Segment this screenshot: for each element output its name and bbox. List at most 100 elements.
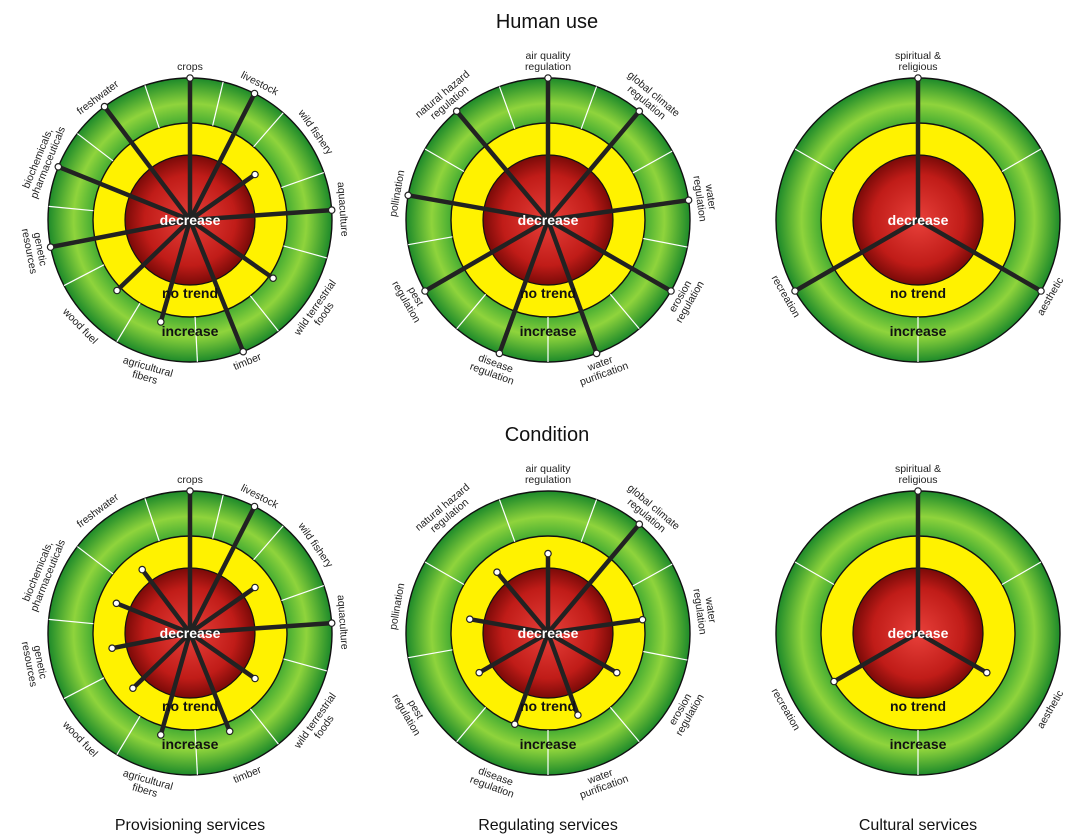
trend-marker-freshwater — [100, 102, 109, 111]
sector-divider — [253, 112, 284, 148]
trend-marker-agricultural-fibers — [157, 318, 165, 326]
sector-divider — [632, 563, 673, 587]
radial-chart-human-use-cultural-services: spiritual & religiousaestheticrecreationd… — [769, 50, 1066, 363]
trend-marker-wood-fuel — [113, 286, 121, 295]
service-label-genetic-resources: geneticresources — [19, 638, 50, 688]
trend-marker-livestock — [250, 89, 259, 98]
sector-divider — [116, 302, 141, 343]
trend-bar-recreation — [793, 218, 920, 293]
sector-divider — [249, 708, 279, 745]
trend-marker-global-climate-regulation — [635, 107, 644, 116]
zone-label-decrease: decrease — [888, 625, 949, 641]
trend-bar-erosion-regulation — [546, 631, 618, 675]
trend-bar-timber — [187, 219, 246, 353]
sector-divider — [212, 494, 224, 539]
service-label-pollination: pollination — [387, 169, 407, 218]
service-label-air-quality-regulation: air quality regulation — [525, 463, 571, 486]
service-label-air-quality-regulation: air quality regulation — [525, 50, 571, 73]
trend-bar-erosion-regulation — [546, 218, 673, 293]
service-label-crops: crops — [177, 61, 203, 73]
trend-marker-recreation — [830, 677, 838, 686]
trend-marker-crops — [186, 74, 194, 82]
trend-marker-wild-fishery — [251, 583, 259, 592]
sector-divider — [794, 561, 835, 586]
trend-bar-freshwater — [140, 568, 192, 635]
trend-marker-pollination — [404, 191, 413, 200]
zone-label-no-trend: no trend — [890, 698, 946, 714]
trend-marker-erosion-regulation — [612, 668, 621, 677]
sector-divider — [76, 133, 114, 162]
column-title-cultural: Cultural services — [859, 817, 977, 834]
radial-chart-condition-cultural-services: spiritual & religiousaestheticrecreationd… — [769, 463, 1066, 776]
trend-marker-aquaculture — [327, 206, 336, 214]
trend-bar-agricultural-fibers — [158, 219, 193, 323]
sector-divider — [76, 546, 114, 575]
zone-label-increase: increase — [890, 736, 947, 752]
trend-marker-aesthetic — [982, 668, 991, 677]
sector-divider — [48, 205, 94, 212]
sector-divider — [281, 172, 325, 189]
trend-marker-disease-regulation — [510, 720, 519, 729]
sector-divider — [794, 148, 835, 173]
zone-label-no-trend: no trend — [162, 285, 218, 301]
trend-marker-water-regulation — [638, 615, 647, 624]
sector-divider — [424, 561, 465, 586]
trend-marker-pest-regulation — [421, 287, 429, 295]
trend-marker-wild-fishery — [251, 170, 259, 179]
sector-divider — [408, 236, 453, 246]
trend-bar-wood-fuel — [131, 631, 192, 690]
zone-label-no-trend: no trend — [890, 285, 946, 301]
trend-marker-agricultural-fibers — [157, 731, 165, 739]
trend-marker-wild-terrestrial-foods — [251, 674, 259, 683]
trend-bar-wild-fishery — [188, 172, 257, 222]
zone-label-decrease: decrease — [518, 625, 579, 641]
trend-bar-biochemicals-pharmaceuticals — [115, 601, 191, 636]
trend-marker-pest-regulation — [475, 668, 484, 677]
sector-divider — [194, 729, 199, 775]
trend-marker-biochemicals-pharmaceuticals — [112, 599, 121, 608]
zone-label-increase: increase — [520, 736, 577, 752]
trend-bar-biochemicals-pharmaceuticals — [57, 164, 191, 223]
trend-bar-pollination — [407, 193, 549, 223]
trend-marker-biochemicals-pharmaceuticals — [54, 163, 63, 171]
trend-bar-wild-terrestrial-foods — [188, 631, 257, 681]
sector-divider — [48, 618, 94, 625]
column-title-regulating: Regulating services — [478, 817, 618, 834]
sector-divider — [498, 86, 516, 130]
sector-divider — [116, 715, 141, 756]
trend-marker-disease-regulation — [495, 349, 504, 358]
sector-divider — [456, 293, 487, 330]
sector-divider — [609, 293, 640, 330]
sector-divider — [424, 148, 465, 173]
sector-divider — [249, 295, 279, 332]
trend-bar-disease-regulation — [497, 219, 551, 355]
zone-label-increase: increase — [520, 323, 577, 339]
service-label-water-regulation: waterregulation — [690, 586, 719, 635]
trend-bar-wild-terrestrial-foods — [188, 218, 275, 281]
zone-label-decrease: decrease — [160, 625, 221, 641]
trend-bar-pest-regulation — [423, 218, 550, 293]
sector-divider — [281, 585, 325, 602]
trend-bar-agricultural-fibers — [158, 632, 193, 736]
trend-bar-pest-regulation — [478, 631, 550, 675]
trend-marker-pollination — [465, 615, 474, 624]
trend-bar-water-purification — [545, 632, 581, 716]
zone-label-no-trend: no trend — [162, 698, 218, 714]
service-label-pollination: pollination — [387, 582, 407, 631]
trend-bar-wood-fuel — [115, 218, 192, 293]
trend-marker-aesthetic — [1037, 287, 1045, 295]
service-label-aquaculture: aquaculture — [335, 181, 351, 237]
zone-label-increase: increase — [890, 323, 947, 339]
trend-bar-disease-regulation — [512, 632, 551, 725]
trend-bar-genetic-resources — [50, 217, 191, 250]
trend-bar-aquaculture — [189, 620, 332, 636]
trend-marker-natural-hazard-regulation — [493, 568, 501, 577]
row-title-human-use: Human use — [496, 11, 598, 33]
trend-bar-wild-fishery — [188, 585, 257, 635]
trend-bar-genetic-resources — [111, 630, 191, 651]
sector-divider — [1001, 561, 1042, 586]
zone-label-decrease: decrease — [518, 212, 579, 228]
sector-divider — [144, 498, 160, 542]
trend-marker-genetic-resources — [108, 644, 116, 653]
